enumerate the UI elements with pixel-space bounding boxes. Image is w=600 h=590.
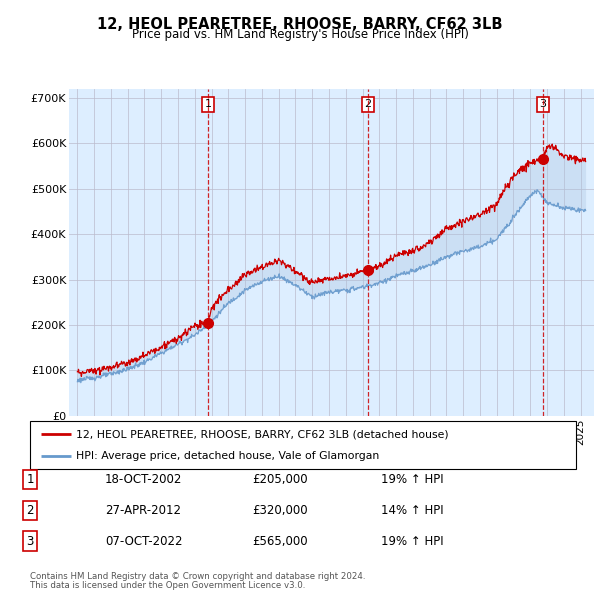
Text: 3: 3 xyxy=(539,100,547,109)
Text: 1: 1 xyxy=(26,473,34,486)
Text: Price paid vs. HM Land Registry's House Price Index (HPI): Price paid vs. HM Land Registry's House … xyxy=(131,28,469,41)
Text: 1: 1 xyxy=(205,100,212,109)
Text: 19% ↑ HPI: 19% ↑ HPI xyxy=(381,535,443,548)
Text: HPI: Average price, detached house, Vale of Glamorgan: HPI: Average price, detached house, Vale… xyxy=(76,451,380,461)
Text: 18-OCT-2002: 18-OCT-2002 xyxy=(105,473,182,486)
Text: 14% ↑ HPI: 14% ↑ HPI xyxy=(381,504,443,517)
Text: 2: 2 xyxy=(26,504,34,517)
Text: Contains HM Land Registry data © Crown copyright and database right 2024.: Contains HM Land Registry data © Crown c… xyxy=(30,572,365,581)
Text: 12, HEOL PEARETREE, RHOOSE, BARRY, CF62 3LB: 12, HEOL PEARETREE, RHOOSE, BARRY, CF62 … xyxy=(97,17,503,31)
Text: £565,000: £565,000 xyxy=(252,535,308,548)
Text: 2: 2 xyxy=(364,100,371,109)
Text: 27-APR-2012: 27-APR-2012 xyxy=(105,504,181,517)
Text: 19% ↑ HPI: 19% ↑ HPI xyxy=(381,473,443,486)
Text: This data is licensed under the Open Government Licence v3.0.: This data is licensed under the Open Gov… xyxy=(30,581,305,590)
FancyBboxPatch shape xyxy=(30,421,576,469)
Text: 07-OCT-2022: 07-OCT-2022 xyxy=(105,535,182,548)
Text: £320,000: £320,000 xyxy=(252,504,308,517)
Text: 12, HEOL PEARETREE, RHOOSE, BARRY, CF62 3LB (detached house): 12, HEOL PEARETREE, RHOOSE, BARRY, CF62 … xyxy=(76,429,449,439)
Text: 3: 3 xyxy=(26,535,34,548)
Text: £205,000: £205,000 xyxy=(252,473,308,486)
